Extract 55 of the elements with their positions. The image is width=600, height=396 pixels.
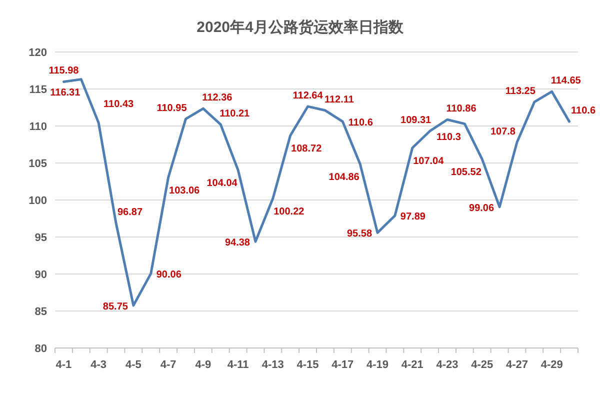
x-tick-label: 4-11 — [227, 359, 249, 371]
x-tick-label: 4-15 — [296, 359, 319, 371]
y-tick-label: 100 — [28, 195, 47, 207]
x-tick-label: 4-3 — [90, 359, 107, 371]
data-label: 103.06 — [169, 185, 200, 196]
data-label: 110.43 — [104, 98, 134, 110]
data-label: 114.65 — [550, 76, 582, 87]
data-label: 112.11 — [324, 94, 354, 106]
data-label: 107.04 — [413, 156, 444, 167]
y-tick-label: 95 — [34, 232, 47, 244]
y-tick-label: 80 — [34, 343, 47, 355]
x-tick-label: 4-9 — [195, 359, 212, 371]
data-label: 110.3 — [436, 132, 462, 143]
data-label: 112.64 — [292, 90, 324, 102]
y-tick-label: 105 — [28, 158, 47, 170]
x-tick-label: 4-27 — [506, 359, 528, 371]
data-label: 99.06 — [469, 202, 494, 214]
x-tick-label: 4-1 — [56, 359, 72, 371]
data-label: 104.04 — [206, 178, 238, 190]
data-label: 105.52 — [450, 167, 482, 178]
data-label: 116.31 — [50, 87, 81, 98]
data-label: 109.31 — [400, 115, 432, 126]
chart-title: 2020年4月公路货运效率日指数 — [196, 18, 404, 36]
y-tick-label: 120 — [28, 47, 47, 59]
data-label: 95.58 — [347, 228, 372, 240]
data-label: 112.36 — [202, 92, 233, 104]
x-tick-label: 4-13 — [262, 359, 284, 371]
x-tick-label: 4-17 — [332, 359, 354, 371]
data-label: 113.25 — [505, 86, 536, 97]
x-tick-label: 4-25 — [471, 359, 494, 371]
data-label: 96.87 — [118, 207, 143, 218]
x-tick-label: 4-5 — [125, 359, 142, 371]
y-tick-label: 110 — [29, 121, 47, 133]
data-label: 85.75 — [102, 301, 128, 312]
y-tick-label: 90 — [34, 269, 47, 281]
data-label: 90.06 — [156, 270, 182, 281]
x-tick-label: 4-19 — [366, 359, 389, 371]
data-label: 100.22 — [274, 206, 305, 218]
data-label: 110.86 — [446, 104, 477, 115]
data-label: 110.6 — [348, 118, 374, 129]
data-label: 110.6 — [571, 106, 596, 117]
y-tick-label: 115 — [29, 84, 47, 96]
data-label: 110.21 — [220, 108, 250, 120]
data-label: 110.95 — [156, 102, 188, 114]
data-label: 108.72 — [291, 143, 322, 154]
y-tick-label: 85 — [34, 306, 47, 318]
data-label: 104.86 — [328, 172, 360, 184]
x-tick-label: 4-29 — [540, 359, 563, 371]
x-tick-label: 4-7 — [160, 359, 176, 371]
data-label: 94.38 — [224, 238, 250, 249]
data-label: 107.8 — [490, 126, 516, 138]
data-label: 97.89 — [400, 212, 426, 223]
x-tick-label: 4-21 — [401, 359, 424, 371]
x-tick-label: 4-23 — [436, 359, 458, 371]
data-label: 115.98 — [48, 66, 80, 77]
